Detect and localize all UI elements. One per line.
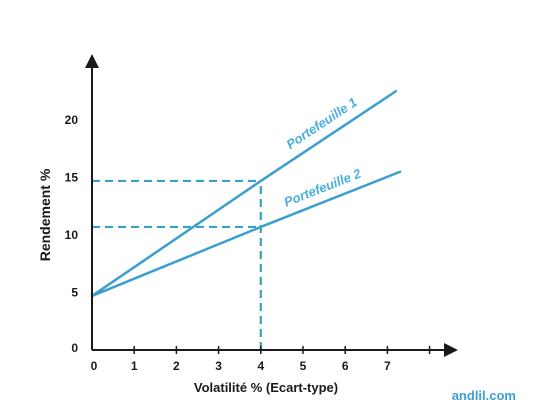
watermark: andlil.com	[452, 388, 516, 403]
y-tick-label: 5	[71, 286, 78, 300]
y-axis-title: Rendement %	[37, 168, 53, 261]
y-tick-label: 15	[65, 171, 79, 185]
axes	[85, 54, 458, 357]
x-tick-label: 2	[173, 359, 180, 373]
x-axis-arrow	[444, 343, 458, 357]
x-tick-label: 1	[131, 359, 138, 373]
series-line-2	[90, 170, 402, 298]
y-tick-label: 20	[65, 113, 79, 127]
x-tick-label: 5	[300, 359, 307, 373]
y-ticks: 0 5 10 15 20	[65, 113, 79, 355]
x-tick-label: 7	[384, 359, 391, 373]
x-ticks: 0 1 2 3 4 5 6 7	[91, 346, 431, 373]
x-tick-label: 0	[91, 359, 98, 373]
reference-lines	[92, 179, 262, 350]
x-tick-label: 3	[215, 359, 222, 373]
x-axis-title: Volatilité % (Ecart-type)	[194, 380, 338, 395]
series-lines	[90, 90, 402, 298]
y-tick-label: 0	[71, 341, 78, 355]
y-tick-label: 10	[65, 228, 79, 242]
series-line-1	[90, 90, 398, 298]
x-tick-label: 4	[257, 359, 264, 373]
x-tick-label: 6	[342, 359, 349, 373]
y-axis-arrow	[85, 54, 99, 68]
